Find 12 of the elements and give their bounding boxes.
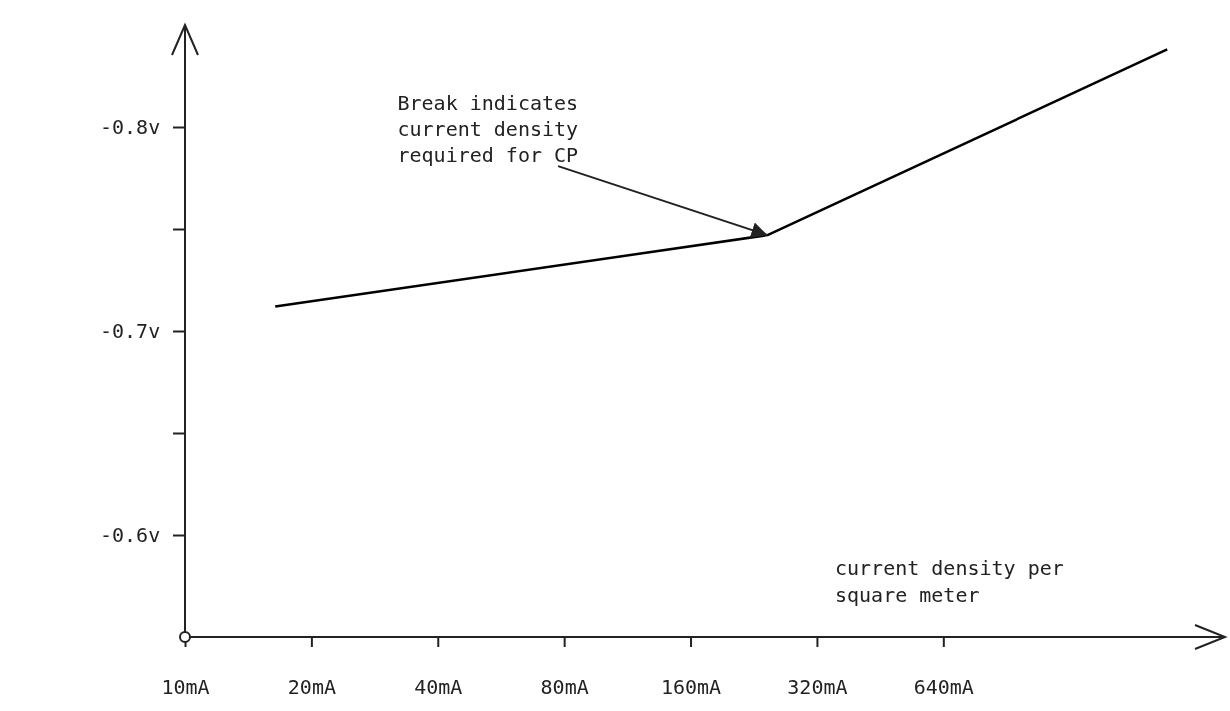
x-tick-label: 20mA — [287, 675, 336, 699]
y-tick-label: -0.7v — [100, 318, 161, 343]
x-tick-label: 160mA — [660, 675, 722, 699]
x-tick-label: 40mA — [414, 675, 463, 699]
y-tick-label: -0.8v — [100, 114, 161, 139]
x-tick-label: 640mA — [913, 675, 974, 699]
y-tick-label: -0.6v — [100, 522, 161, 547]
x-tick-label: 10mA — [161, 675, 210, 699]
x-tick-label: 320mA — [787, 675, 848, 699]
annotation: Break indicates current density required for CP — [397, 91, 579, 168]
x-tick-label: 80mA — [540, 675, 589, 699]
x-axis-title: current density per square meter — [835, 556, 1064, 607]
